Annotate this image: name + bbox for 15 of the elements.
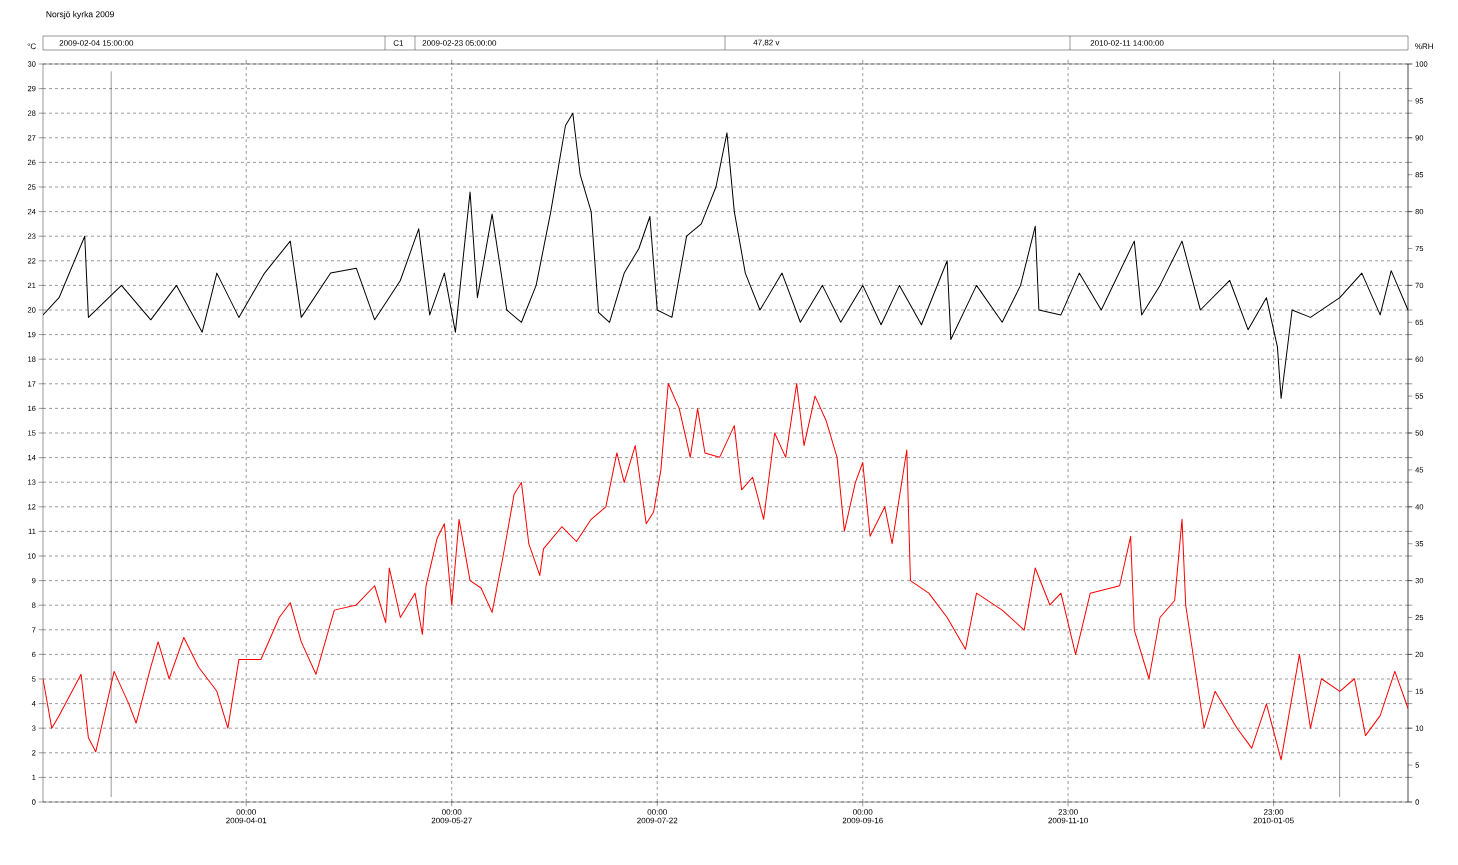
x-tick-label: 00:00 2009-04-01 — [226, 809, 267, 824]
y-axis-title: °C — [27, 43, 36, 50]
x-tick-label: 23:00 2010-01-05 — [1253, 809, 1294, 824]
text: 47,82 v — [753, 39, 780, 47]
text: 2010-02-11 14:00:00 — [1090, 40, 1164, 46]
x-tick-label: 00:00 2009-09-16 — [842, 809, 883, 824]
text: 2009-02-23 05:00:00 — [422, 40, 497, 46]
chart-title: Norsjö kyrka 2009 — [46, 11, 114, 19]
x-tick-label: 00:00 2009-05-27 — [431, 809, 472, 824]
text: C1 — [393, 40, 404, 46]
text: 2009-02-04 15:00:00 — [59, 40, 134, 46]
line-series — [43, 383, 1409, 761]
x-tick-label: 23:00 2009-11-10 — [1048, 809, 1088, 824]
y2-axis-title: %RH — [1415, 43, 1433, 50]
x-tick-label: 00:00 2009-07-22 — [637, 809, 678, 824]
